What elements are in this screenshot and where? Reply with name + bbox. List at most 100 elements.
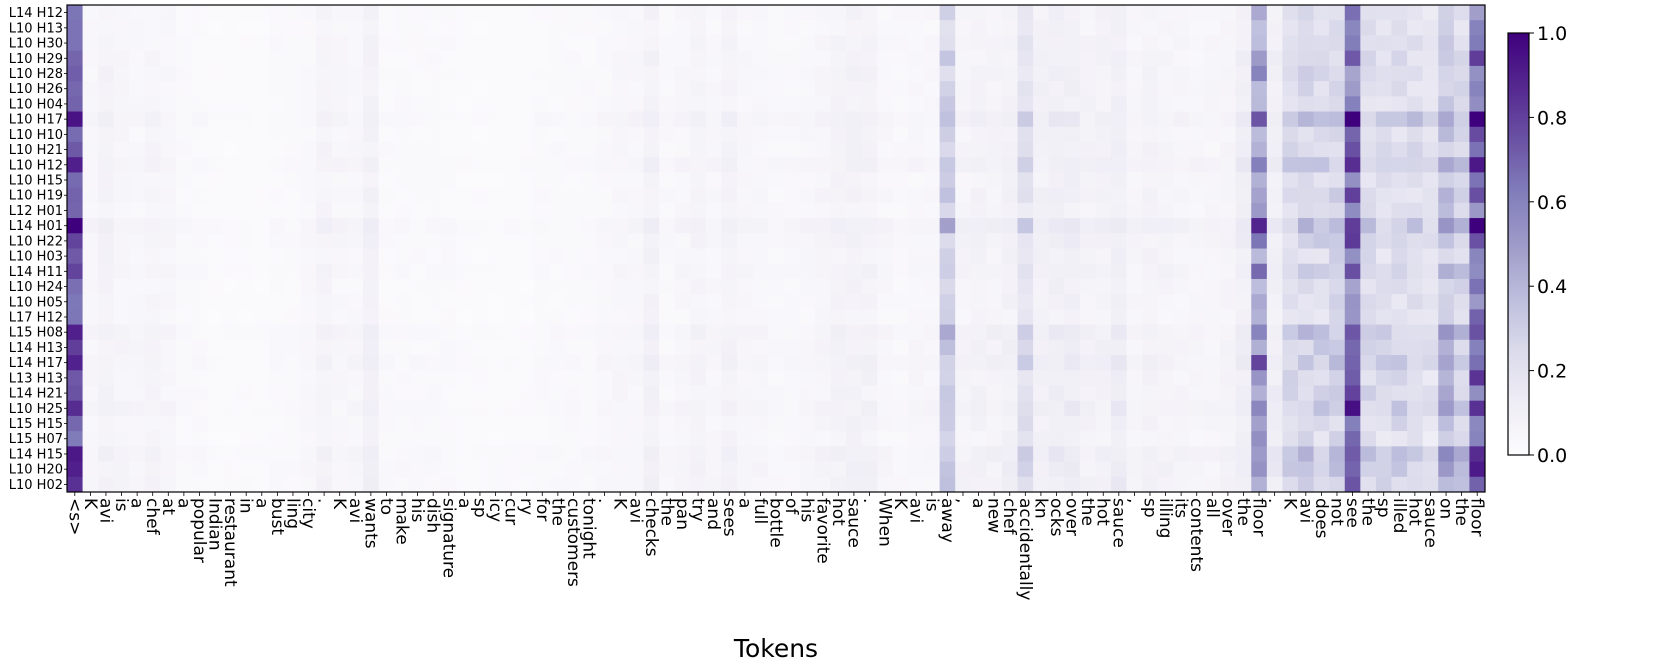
heatmap-cell: [612, 339, 629, 356]
heatmap-cell: [1235, 157, 1252, 173]
heatmap-cell: [191, 157, 208, 173]
heatmap-cell: [269, 233, 286, 249]
heatmap-cell: [846, 248, 863, 265]
heatmap-cell: [690, 172, 707, 189]
heatmap-cell: [892, 111, 909, 128]
heatmap-cell: [752, 35, 769, 52]
heatmap-cell: [861, 431, 878, 447]
heatmap-cell: [503, 126, 520, 143]
heatmap-cell: [643, 324, 660, 341]
heatmap-cell: [347, 50, 364, 67]
heatmap-cell: [752, 355, 769, 371]
heatmap-cell: [1220, 431, 1237, 447]
heatmap-cell: [1173, 81, 1190, 97]
heatmap-cell: [768, 339, 785, 356]
heatmap-cell: [440, 157, 457, 173]
heatmap-cell: [550, 476, 567, 493]
heatmap-cell: [799, 111, 816, 128]
heatmap-cell: [581, 415, 598, 432]
heatmap-cell: [1142, 50, 1159, 67]
heatmap-cell: [1438, 5, 1455, 21]
heatmap-cell: [1079, 202, 1096, 219]
heatmap-cell: [643, 415, 660, 432]
heatmap-cell: [1298, 96, 1314, 112]
heatmap-cell: [300, 324, 317, 341]
heatmap-cell: [955, 248, 972, 265]
heatmap-cell: [1235, 431, 1252, 447]
heatmap-cell: [799, 263, 816, 280]
heatmap-cell: [331, 461, 348, 478]
heatmap-cell: [534, 400, 551, 417]
heatmap-cell: [861, 309, 878, 325]
heatmap-cell: [1375, 5, 1392, 21]
heatmap-cell: [487, 309, 504, 325]
heatmap-cell: [752, 431, 769, 447]
heatmap-cell: [814, 415, 831, 432]
heatmap-cell: [752, 370, 769, 386]
heatmap-cell: [144, 278, 161, 295]
heatmap-cell: [1266, 5, 1283, 21]
heatmap-cell: [877, 81, 894, 97]
heatmap-cell: [1001, 50, 1018, 67]
heatmap-cell: [581, 278, 598, 295]
heatmap-cell: [721, 476, 738, 493]
heatmap-cell: [1282, 370, 1299, 386]
heatmap-cell: [1453, 35, 1470, 52]
heatmap-cell: [1313, 400, 1330, 417]
heatmap-cell: [113, 35, 130, 52]
heatmap-cell: [550, 5, 567, 21]
heatmap-cell: [1126, 446, 1143, 462]
heatmap-cell: [144, 294, 161, 310]
heatmap-cell: [1453, 5, 1470, 21]
heatmap-cell: [1422, 65, 1439, 82]
heatmap-cell: [861, 111, 878, 128]
heatmap-cell: [627, 157, 644, 173]
token-label: the: [656, 498, 676, 526]
heatmap-cell: [160, 172, 177, 189]
heatmap-cell: [612, 370, 629, 386]
heatmap-cell: [846, 96, 863, 112]
heatmap-cell: [1111, 263, 1127, 280]
heatmap-cell: [1375, 476, 1392, 493]
heatmap-cell: [1111, 187, 1127, 204]
heatmap-cell: [705, 20, 722, 36]
heatmap-cell: [1282, 476, 1299, 493]
heatmap-cell: [1360, 370, 1377, 386]
heatmap-cell: [846, 339, 863, 356]
heatmap-cell: [596, 446, 613, 462]
heatmap-cell: [67, 355, 83, 371]
heatmap-cell: [285, 50, 302, 67]
heatmap-cell: [238, 476, 255, 493]
heatmap-cell: [705, 248, 722, 265]
heatmap-cell: [1469, 233, 1486, 249]
heatmap-cell: [394, 446, 411, 462]
heatmap-cell: [316, 20, 333, 36]
token-label: the: [1358, 498, 1378, 526]
heatmap-cell: [394, 50, 411, 67]
heatmap-cell: [830, 218, 847, 234]
heatmap-cell: [1391, 309, 1408, 325]
heatmap-cell: [627, 126, 644, 143]
heatmap-cell: [1313, 141, 1330, 158]
heatmap-cell: [113, 355, 130, 371]
heatmap-cell: [1453, 339, 1470, 356]
heatmap-cell: [939, 65, 956, 82]
heatmap-cell: [176, 446, 193, 462]
heatmap-cell: [1188, 50, 1205, 67]
heatmap-cell: [1126, 370, 1143, 386]
heatmap-cell: [176, 233, 193, 249]
heatmap-cell: [1298, 339, 1314, 356]
heatmap-cell: [98, 446, 115, 462]
heatmap-cell: [1142, 263, 1159, 280]
heatmap-cell: [285, 278, 302, 295]
heatmap-cell: [830, 172, 847, 189]
heatmap-cell: [1111, 233, 1127, 249]
heatmap-cell: [877, 339, 894, 356]
heatmap-cell: [643, 50, 660, 67]
heatmap-cell: [690, 355, 707, 371]
heatmap-cell: [783, 248, 800, 265]
heatmap-cell: [612, 294, 629, 310]
heatmap-cell: [1266, 157, 1283, 173]
heatmap-cell: [425, 5, 442, 21]
heatmap-cell: [1438, 370, 1455, 386]
